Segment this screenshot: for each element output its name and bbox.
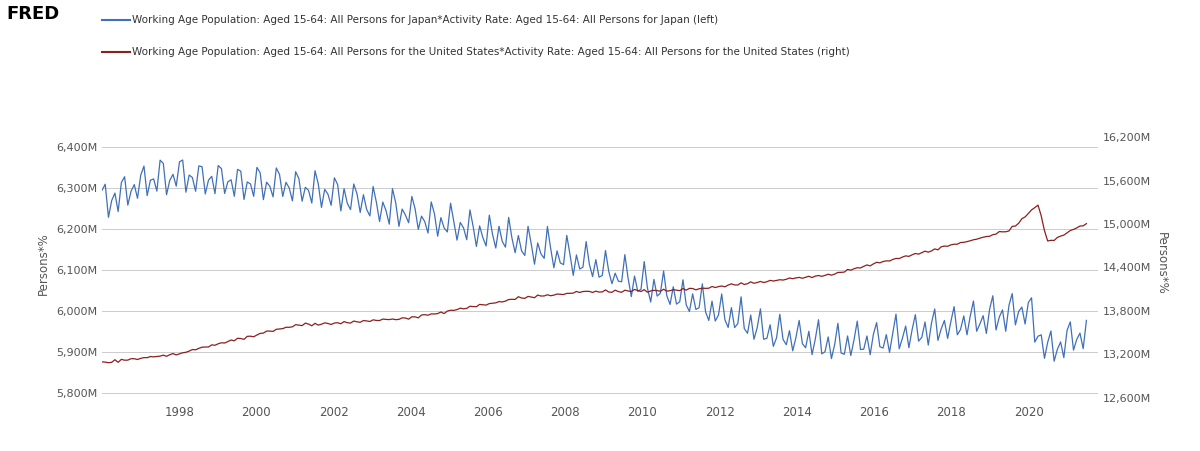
Y-axis label: Persons*%: Persons*% [1154,232,1168,295]
Text: Working Age Population: Aged 15-64: All Persons for the United States*Activity R: Working Age Population: Aged 15-64: All … [132,47,850,57]
Text: FRED: FRED [6,5,59,23]
Y-axis label: Persons*%: Persons*% [37,232,50,295]
Text: Working Age Population: Aged 15-64: All Persons for Japan*Activity Rate: Aged 15: Working Age Population: Aged 15-64: All … [132,15,718,25]
